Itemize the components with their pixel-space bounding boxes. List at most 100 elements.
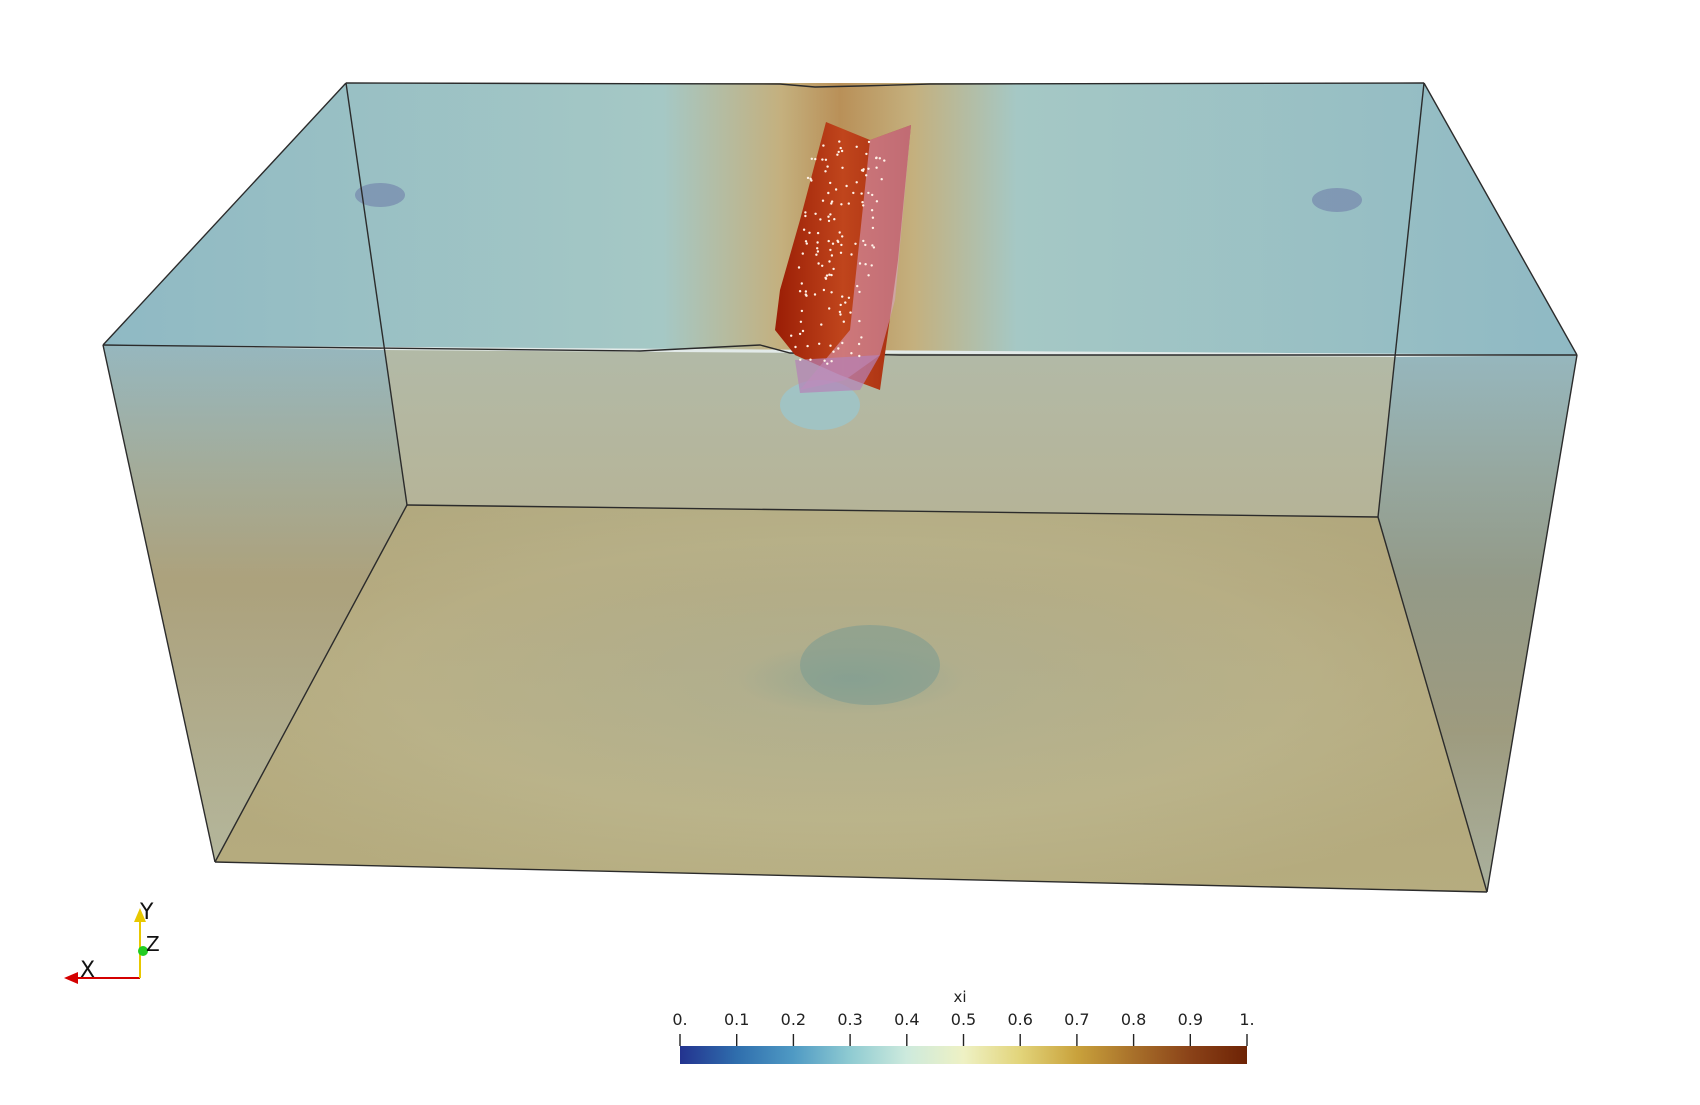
particle xyxy=(864,263,867,266)
colorbar-tick-label: 0. xyxy=(672,1010,688,1029)
particle xyxy=(857,342,861,346)
particle xyxy=(829,181,832,185)
z-axis-dot xyxy=(138,946,148,956)
particle xyxy=(875,156,878,159)
particle xyxy=(823,359,826,362)
colorbar-tick-label: 1. xyxy=(1239,1010,1255,1029)
particle xyxy=(862,239,865,243)
particle xyxy=(833,218,836,221)
particle xyxy=(870,264,873,267)
particle xyxy=(865,152,868,156)
x-axis-label: X xyxy=(80,958,96,983)
particle xyxy=(836,239,839,242)
x-axis-arrow xyxy=(64,972,78,984)
particle xyxy=(840,243,843,247)
particle xyxy=(841,341,844,345)
particle xyxy=(858,354,861,358)
particle xyxy=(850,253,853,256)
particle xyxy=(855,145,858,148)
particle xyxy=(839,313,842,316)
particle xyxy=(805,242,808,245)
particle xyxy=(829,213,832,216)
particle xyxy=(840,203,843,206)
particle xyxy=(829,248,832,252)
particle xyxy=(824,170,827,173)
particle xyxy=(860,192,863,195)
particle xyxy=(858,319,861,323)
particle xyxy=(806,176,810,180)
particle xyxy=(838,231,841,234)
particle xyxy=(817,262,820,265)
particle xyxy=(831,242,835,245)
particle xyxy=(871,216,875,219)
particle xyxy=(827,219,831,223)
particle xyxy=(875,200,879,203)
particle xyxy=(822,144,825,147)
particle xyxy=(799,358,802,361)
particle xyxy=(871,244,874,247)
particle xyxy=(830,273,833,277)
particle xyxy=(806,344,809,348)
particle xyxy=(875,166,878,169)
particle xyxy=(860,169,864,172)
particle xyxy=(836,153,839,156)
particle xyxy=(814,212,817,215)
particle xyxy=(825,274,829,277)
colorbar-tick-label: 0.5 xyxy=(950,1010,977,1029)
volume-box xyxy=(102,82,1578,893)
particle xyxy=(839,303,842,307)
orientation-axes xyxy=(64,908,148,984)
particle xyxy=(821,264,824,267)
particle xyxy=(830,254,834,257)
particle xyxy=(858,262,862,265)
particle xyxy=(790,334,793,337)
colorbar-ticks xyxy=(679,1034,1248,1046)
y-axis-label: Y xyxy=(140,900,154,925)
particle xyxy=(832,350,835,353)
particle xyxy=(880,178,883,181)
particle xyxy=(862,204,865,207)
particle-cloud xyxy=(790,140,886,365)
particle xyxy=(814,157,817,161)
colorbar-tick-label: 0.7 xyxy=(1064,1010,1090,1029)
colorbar-tick-label: 0.9 xyxy=(1177,1010,1204,1029)
particle xyxy=(820,323,823,326)
particle xyxy=(834,188,838,191)
particle xyxy=(852,191,855,195)
particle xyxy=(813,293,817,296)
particle xyxy=(878,157,881,160)
colorbar-tick-label: 0.3 xyxy=(837,1010,863,1029)
particle xyxy=(798,332,802,336)
particle xyxy=(837,150,840,154)
particle xyxy=(864,243,867,247)
box-front-face xyxy=(103,345,1577,892)
particle xyxy=(816,247,819,250)
particle xyxy=(809,177,812,180)
plume-lower-face xyxy=(795,355,880,393)
particle xyxy=(870,209,874,212)
particle xyxy=(808,231,811,234)
particle xyxy=(802,228,806,231)
particle xyxy=(867,274,870,277)
particle xyxy=(844,301,847,304)
particle xyxy=(828,273,831,276)
particle xyxy=(809,358,812,361)
particle xyxy=(847,296,851,299)
particle xyxy=(871,193,874,197)
y-axis-arrow xyxy=(134,908,146,922)
particle xyxy=(839,146,842,150)
particle xyxy=(832,267,835,271)
particle xyxy=(839,251,843,254)
particle xyxy=(816,241,819,244)
particle xyxy=(794,345,797,349)
particle xyxy=(883,159,886,162)
particle xyxy=(854,242,857,245)
particle xyxy=(872,246,876,249)
particle xyxy=(861,201,864,204)
particle xyxy=(827,239,830,243)
particle xyxy=(856,284,859,288)
particle xyxy=(804,211,807,214)
particle xyxy=(821,158,824,161)
particle xyxy=(827,215,830,218)
